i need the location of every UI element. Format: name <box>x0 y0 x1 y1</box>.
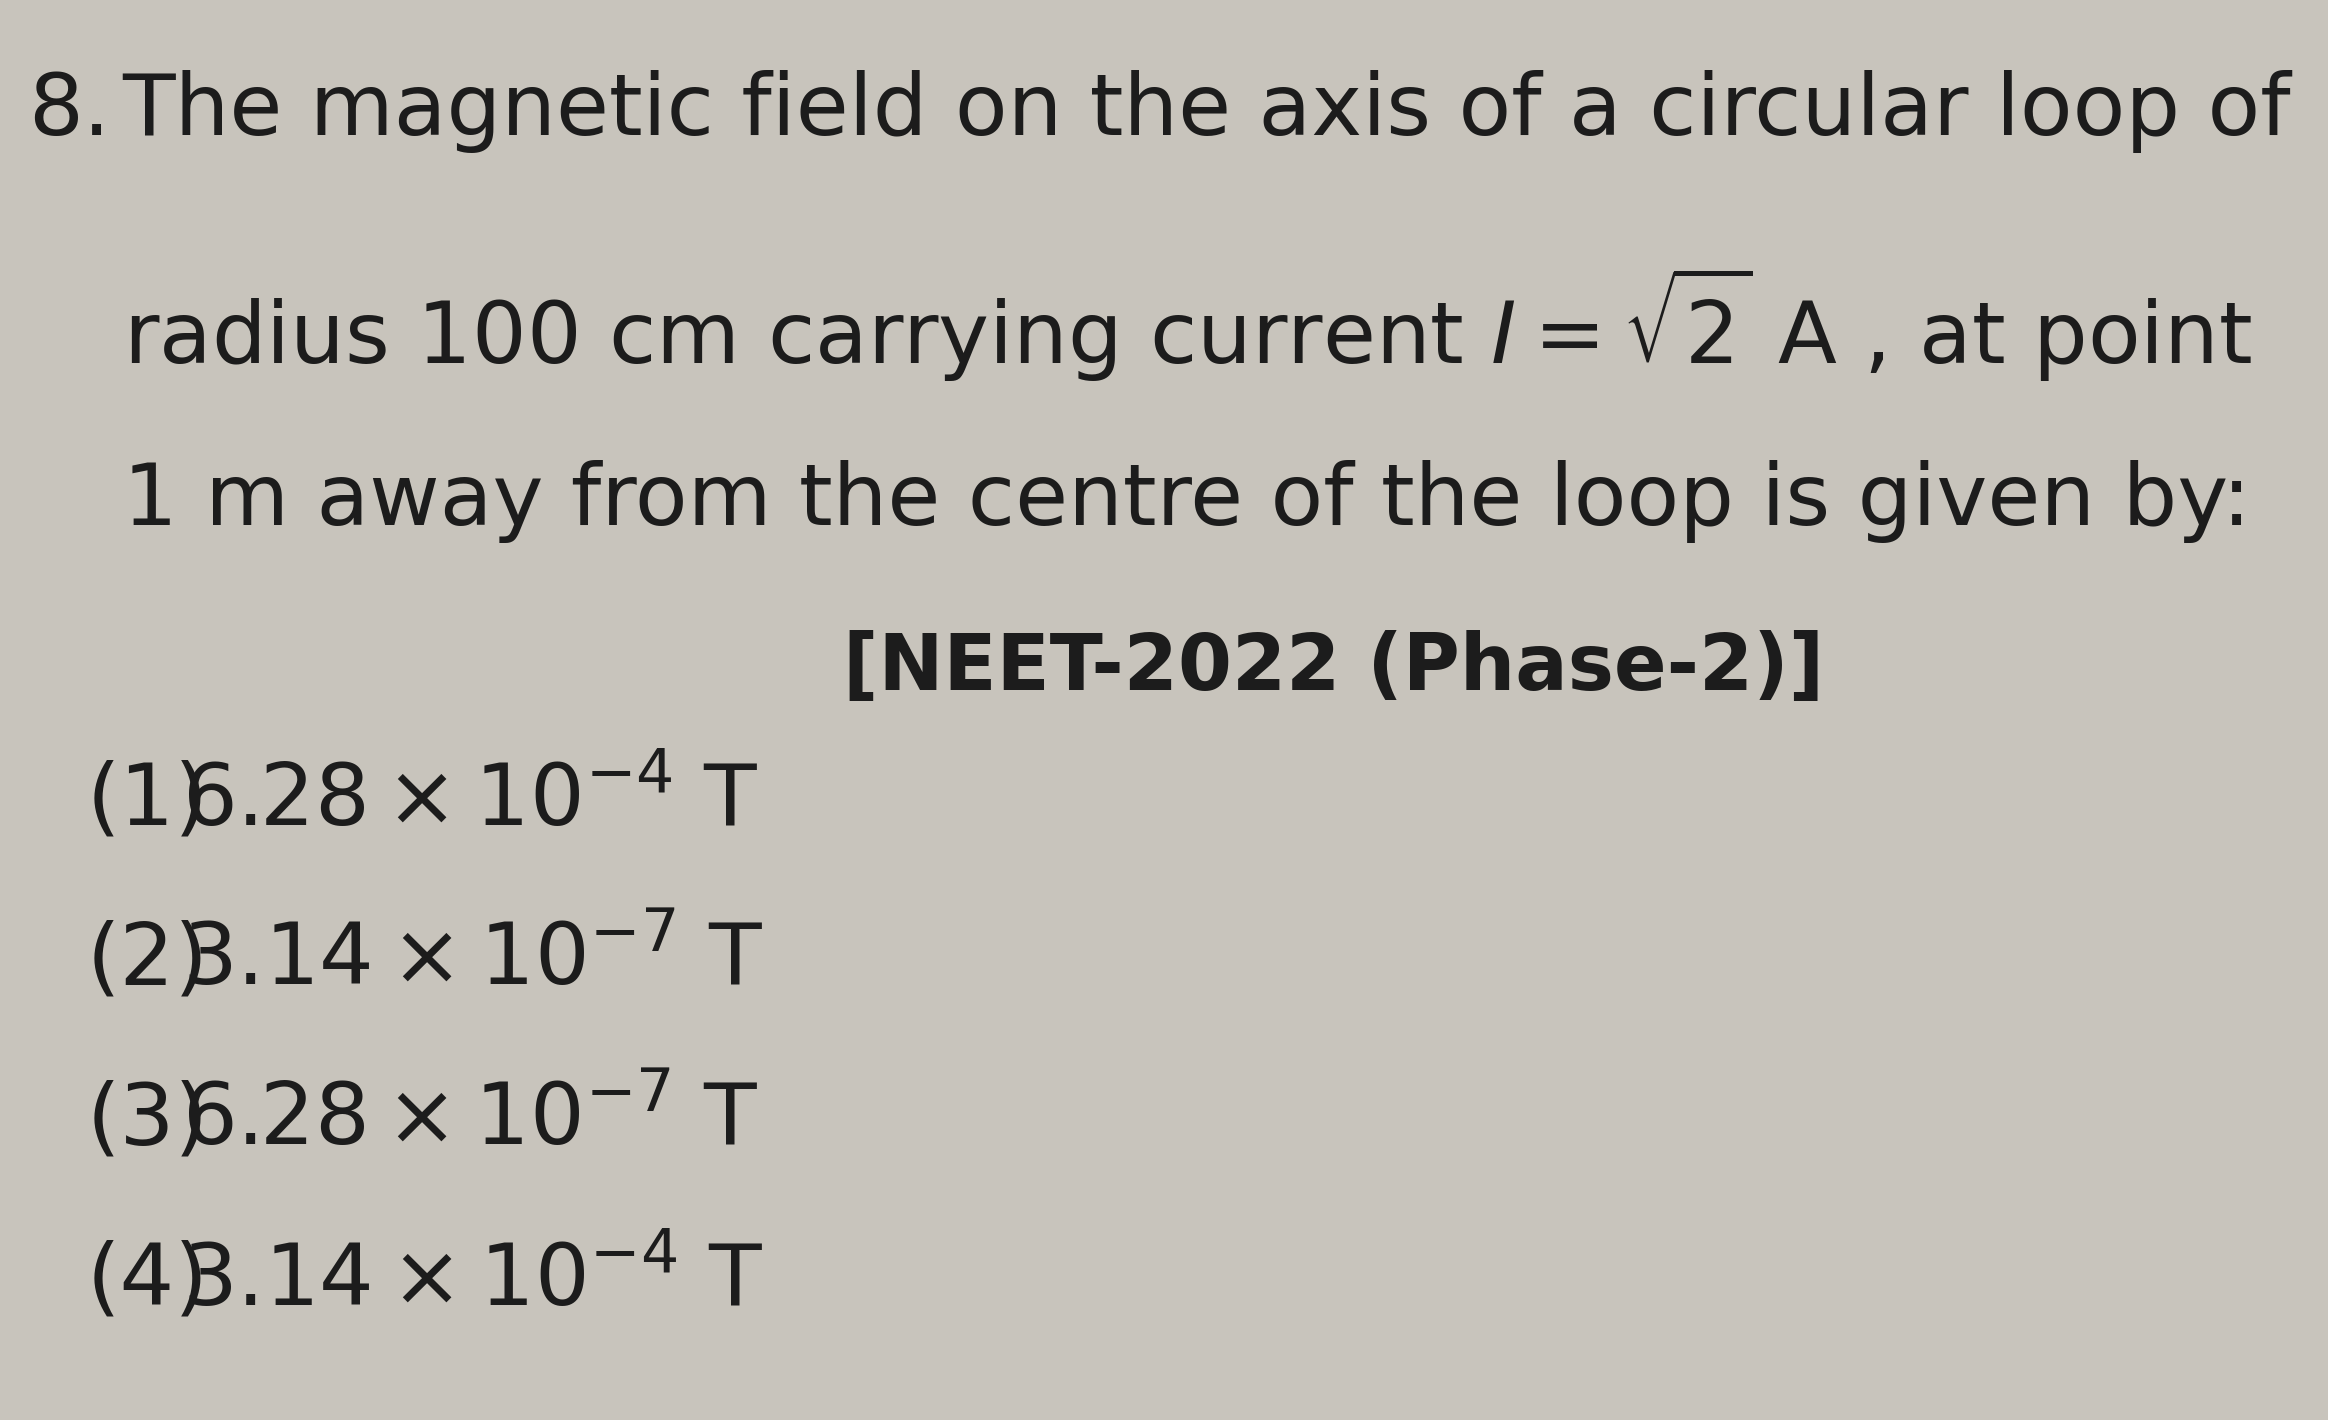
Text: (4): (4) <box>86 1240 210 1323</box>
Text: $6.28 \times 10^{-4}$ T: $6.28 \times 10^{-4}$ T <box>182 760 759 843</box>
Text: $3.14 \times 10^{-4}$ T: $3.14 \times 10^{-4}$ T <box>182 1240 764 1323</box>
Text: (1): (1) <box>86 760 210 843</box>
Text: $6.28 \times 10^{-7}$ T: $6.28 \times 10^{-7}$ T <box>182 1081 759 1163</box>
Text: 8.: 8. <box>28 70 109 153</box>
Text: $3.14 \times 10^{-7}$ T: $3.14 \times 10^{-7}$ T <box>182 920 764 1003</box>
Text: (3): (3) <box>86 1081 210 1163</box>
Text: The magnetic field on the axis of a circular loop of: The magnetic field on the axis of a circ… <box>123 70 2291 153</box>
Text: radius 100 cm carrying current $I = \sqrt{2}$ A , at point: radius 100 cm carrying current $I = \sqr… <box>123 266 2251 385</box>
Text: [NEET-2022 (Phase-2)]: [NEET-2022 (Phase-2)] <box>843 630 1823 706</box>
Text: 1 m away from the centre of the loop is given by:: 1 m away from the centre of the loop is … <box>123 460 2251 542</box>
Text: (2): (2) <box>86 920 210 1003</box>
